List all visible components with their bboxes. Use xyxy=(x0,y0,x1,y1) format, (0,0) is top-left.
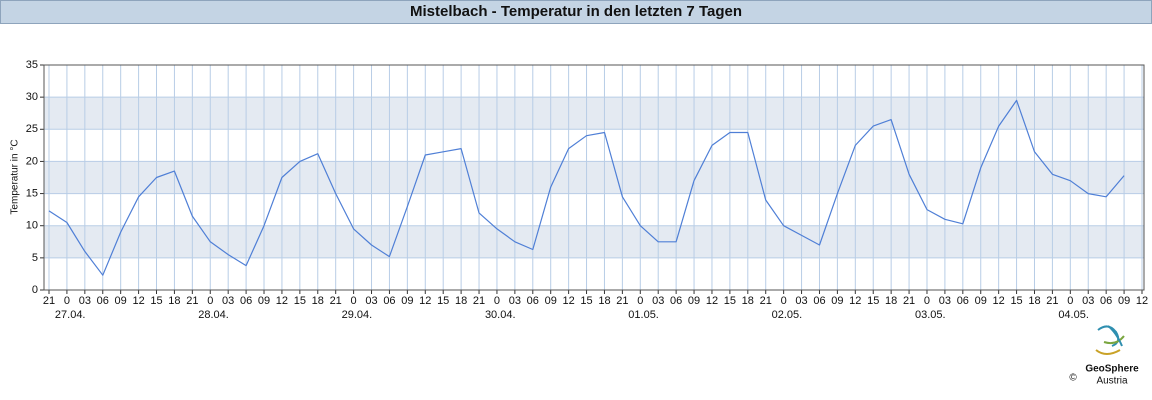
x-tick-label: 15 xyxy=(294,295,306,307)
x-tick-label: 21 xyxy=(43,295,55,307)
x-tick-label: 09 xyxy=(115,295,127,307)
x-tick-label: 18 xyxy=(598,295,610,307)
x-tick-label: 21 xyxy=(473,295,485,307)
x-tick-label: 09 xyxy=(401,295,413,307)
x-tick-label: 03 xyxy=(939,295,951,307)
x-tick-label: 18 xyxy=(1028,295,1040,307)
date-label: 28.04. xyxy=(198,309,229,321)
x-tick-label: 03 xyxy=(222,295,234,307)
x-tick-label: 09 xyxy=(1118,295,1130,307)
x-tick-label: 12 xyxy=(276,295,288,307)
data-line xyxy=(48,99,1125,276)
chart-title: Mistelbach - Temperatur in den letzten 7… xyxy=(0,0,1152,24)
y-tick-label: 5 xyxy=(32,252,38,264)
plot-border xyxy=(43,64,1145,291)
x-tick-label: 06 xyxy=(957,295,969,307)
x-tick-label: 18 xyxy=(885,295,897,307)
grid-band xyxy=(44,97,1144,130)
x-tick-label: 09 xyxy=(975,295,987,307)
x-tick-label: 21 xyxy=(1046,295,1058,307)
x-tick-label: 12 xyxy=(993,295,1005,307)
x-tick-label: 03 xyxy=(1082,295,1094,307)
x-tick-label: 15 xyxy=(1010,295,1022,307)
y-tick-label: 35 xyxy=(26,59,38,71)
x-tick-label: 0 xyxy=(494,295,500,307)
x-tick-label: 09 xyxy=(545,295,557,307)
x-tick-label: 18 xyxy=(742,295,754,307)
x-tick-label: 21 xyxy=(186,295,198,307)
date-label: 04.05. xyxy=(1058,309,1089,321)
x-tick-label: 0 xyxy=(924,295,930,307)
x-tick-label: 06 xyxy=(670,295,682,307)
y-axis-label: Temperatur in °C xyxy=(10,139,21,214)
date-label: 30.04. xyxy=(485,309,516,321)
x-tick-label: 06 xyxy=(527,295,539,307)
copyright: © xyxy=(1069,373,1077,384)
x-tick-label: 21 xyxy=(760,295,772,307)
x-tick-label: 0 xyxy=(637,295,643,307)
x-tick-label: 06 xyxy=(813,295,825,307)
x-tick-label: 0 xyxy=(64,295,70,307)
x-tick-label: 03 xyxy=(652,295,664,307)
x-tick-label: 0 xyxy=(207,295,213,307)
logo-icon xyxy=(1095,325,1125,355)
x-tick-label: 06 xyxy=(383,295,395,307)
x-tick-label: 21 xyxy=(903,295,915,307)
y-tick-label: 25 xyxy=(26,123,38,135)
x-tick-label: 12 xyxy=(419,295,431,307)
x-tick-label: 21 xyxy=(330,295,342,307)
x-tick-label: 03 xyxy=(79,295,91,307)
date-label: 27.04. xyxy=(55,309,86,321)
y-tick-label: 20 xyxy=(26,155,38,167)
logo-sub: Austria xyxy=(1096,376,1128,387)
x-tick-label: 21 xyxy=(616,295,628,307)
x-tick-label: 18 xyxy=(455,295,467,307)
x-tick-label: 06 xyxy=(97,295,109,307)
y-tick-label: 0 xyxy=(32,284,38,296)
date-label: 01.05. xyxy=(628,309,659,321)
grid-band xyxy=(44,161,1144,194)
x-tick-label: 0 xyxy=(781,295,787,307)
x-tick-label: 15 xyxy=(150,295,162,307)
x-tick-label: 18 xyxy=(312,295,324,307)
x-tick-label: 09 xyxy=(831,295,843,307)
x-tick-label: 03 xyxy=(365,295,377,307)
x-tick-label: 15 xyxy=(580,295,592,307)
x-tick-label: 15 xyxy=(867,295,879,307)
x-tick-label: 03 xyxy=(795,295,807,307)
x-tick-label: 09 xyxy=(688,295,700,307)
date-label: 29.04. xyxy=(342,309,373,321)
y-tick-label: 30 xyxy=(26,91,38,103)
x-tick-label: 0 xyxy=(1067,295,1073,307)
x-tick-label: 12 xyxy=(132,295,144,307)
x-tick-label: 09 xyxy=(258,295,270,307)
x-tick-label: 12 xyxy=(706,295,718,307)
date-label: 02.05. xyxy=(772,309,803,321)
x-tick-label: 06 xyxy=(240,295,252,307)
x-tick-label: 15 xyxy=(437,295,449,307)
date-label: 03.05. xyxy=(915,309,946,321)
x-tick-label: 12 xyxy=(562,295,574,307)
y-tick-label: 10 xyxy=(26,220,38,232)
grid-band xyxy=(44,225,1144,258)
x-tick-label: 12 xyxy=(849,295,861,307)
y-tick-label: 15 xyxy=(26,187,38,199)
x-tick-label: 0 xyxy=(351,295,357,307)
x-tick-label: 18 xyxy=(168,295,180,307)
x-tick-label: 12 xyxy=(1136,295,1148,307)
x-tick-label: 06 xyxy=(1100,295,1112,307)
x-tick-label: 15 xyxy=(724,295,736,307)
logo-name: GeoSphere xyxy=(1085,364,1139,375)
x-tick-label: 03 xyxy=(509,295,521,307)
